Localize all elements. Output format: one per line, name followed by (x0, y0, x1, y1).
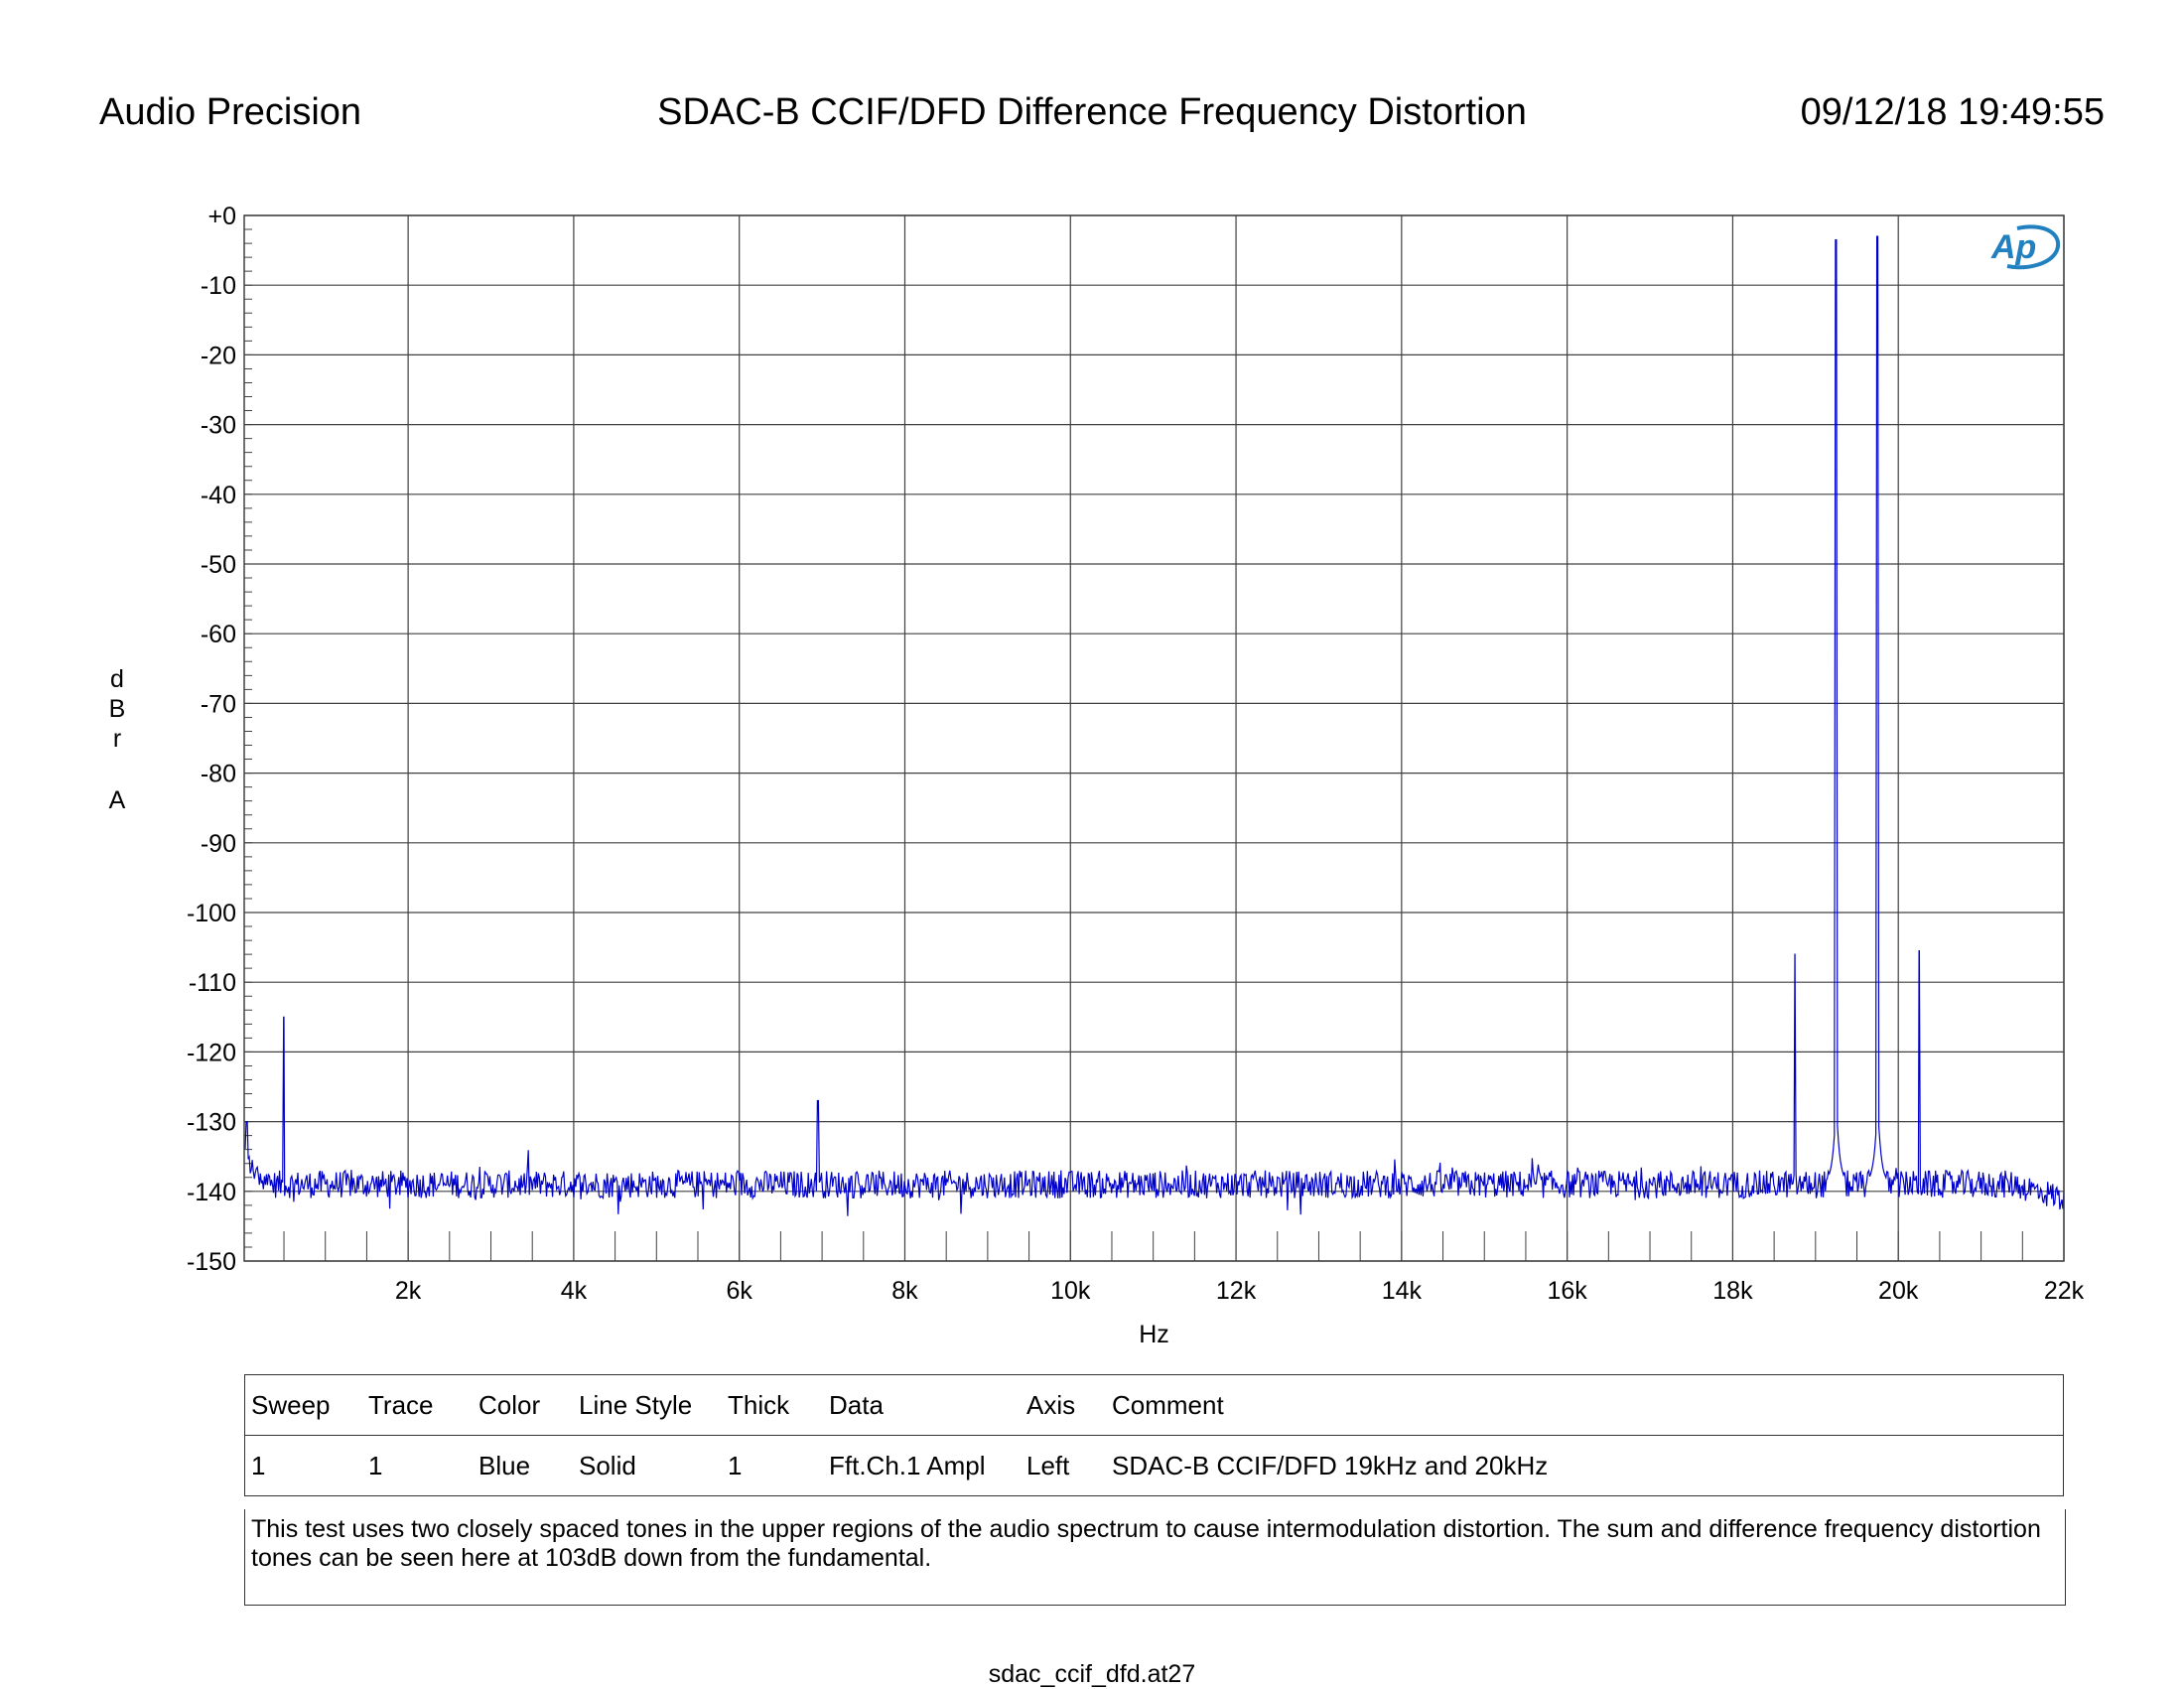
y-tick-label: -130 (187, 1109, 236, 1137)
x-tick-label: 2k (395, 1277, 422, 1305)
legend-row: 1 1 Blue Solid 1 Fft.Ch.1 Ampl Left SDAC… (245, 1436, 2064, 1496)
ap-logo-icon: Ap (1987, 220, 2063, 279)
y-tick-label: -100 (187, 900, 236, 927)
chart-grid (244, 214, 2065, 1262)
x-tick-label: 18k (1712, 1277, 1753, 1305)
legend-table: Sweep Trace Color Line Style Thick Data … (244, 1374, 2064, 1496)
y-tick-label: -140 (187, 1179, 236, 1206)
legend-cell: 1 (251, 1450, 266, 1480)
x-tick-label: 20k (1878, 1277, 1919, 1305)
legend-cell: 1 (368, 1450, 383, 1480)
legend-header-cell: Sweep (244, 1374, 362, 1436)
x-tick-label: 4k (561, 1277, 588, 1305)
footer-filename: sdac_ccif_dfd.at27 (988, 1660, 1196, 1688)
y-tick-label: -60 (201, 621, 236, 648)
legend-cell: SDAC-B CCIF/DFD 19kHz and 20kHz (1112, 1450, 1549, 1480)
x-axis: 2k 4k 6k 8k 10k 12k 14k 16k 18k 20k 22k (395, 1277, 2085, 1305)
x-tick-label: 10k (1050, 1277, 1091, 1305)
legend-cell: 1 (728, 1450, 743, 1480)
legend-header-cell: Color (473, 1374, 573, 1436)
legend-note: This test uses two closely spaced tones … (244, 1509, 2066, 1606)
x-tick-label: 16k (1547, 1277, 1587, 1305)
y-axis-title-char: d (110, 665, 124, 693)
legend-cell: Blue (478, 1450, 531, 1480)
legend-cell: Solid (579, 1450, 636, 1480)
y-tick-label: -10 (201, 272, 236, 300)
plot-border (243, 214, 2065, 1262)
legend-header-row: Sweep Trace Color Line Style Thick Data … (244, 1374, 2064, 1436)
y-tick-label: -40 (201, 482, 236, 509)
legend-header-cell: Comment (1106, 1374, 2064, 1436)
y-tick-label: -90 (201, 830, 236, 858)
y-axis-title-char: B (108, 695, 126, 723)
x-tick-label: 12k (1216, 1277, 1257, 1305)
y-tick-label: -80 (201, 761, 236, 788)
x-axis-title: Hz (1139, 1321, 1169, 1348)
y-tick-label: -30 (201, 412, 236, 440)
y-axis-title-char: A (108, 786, 126, 814)
y-tick-label: -70 (201, 690, 236, 718)
x-tick-label: 14k (1382, 1277, 1423, 1305)
x-tick-label: 6k (726, 1277, 752, 1305)
series-line (243, 235, 2065, 1216)
x-tick-label: 22k (2044, 1277, 2085, 1305)
legend-header-cell: Trace (362, 1374, 473, 1436)
chart-title: SDAC-B CCIF/DFD Difference Frequency Dis… (657, 91, 1527, 133)
header-left-label: Audio Precision (99, 91, 362, 133)
chart-minor-ticks (244, 214, 2023, 1262)
y-tick-label: -20 (201, 342, 236, 369)
y-axis-title-char: r (112, 725, 122, 753)
svg-text:Ap: Ap (1990, 228, 2036, 266)
legend-header-cell: Line Style (573, 1374, 722, 1436)
legend-header-cell: Thick (722, 1374, 823, 1436)
y-tick-label: -120 (187, 1039, 236, 1066)
y-tick-label: +0 (207, 203, 236, 230)
y-tick-label: -150 (187, 1248, 236, 1276)
legend-header-cell: Axis (1021, 1374, 1106, 1436)
y-axis: +0 -10 -20 -30 -40 -50 -60 -70 -80 -90 -100 -110 -12… (187, 203, 236, 1276)
x-tick-label: 8k (891, 1277, 918, 1305)
legend-cell: Left (1026, 1450, 1070, 1480)
y-tick-label: -50 (201, 551, 236, 579)
y-tick-label: -110 (189, 969, 236, 997)
header-datetime: 09/12/18 19:49:55 (1800, 91, 2105, 133)
legend-cell: Fft.Ch.1 Ampl (829, 1450, 986, 1480)
legend-header-cell: Data (823, 1374, 1021, 1436)
